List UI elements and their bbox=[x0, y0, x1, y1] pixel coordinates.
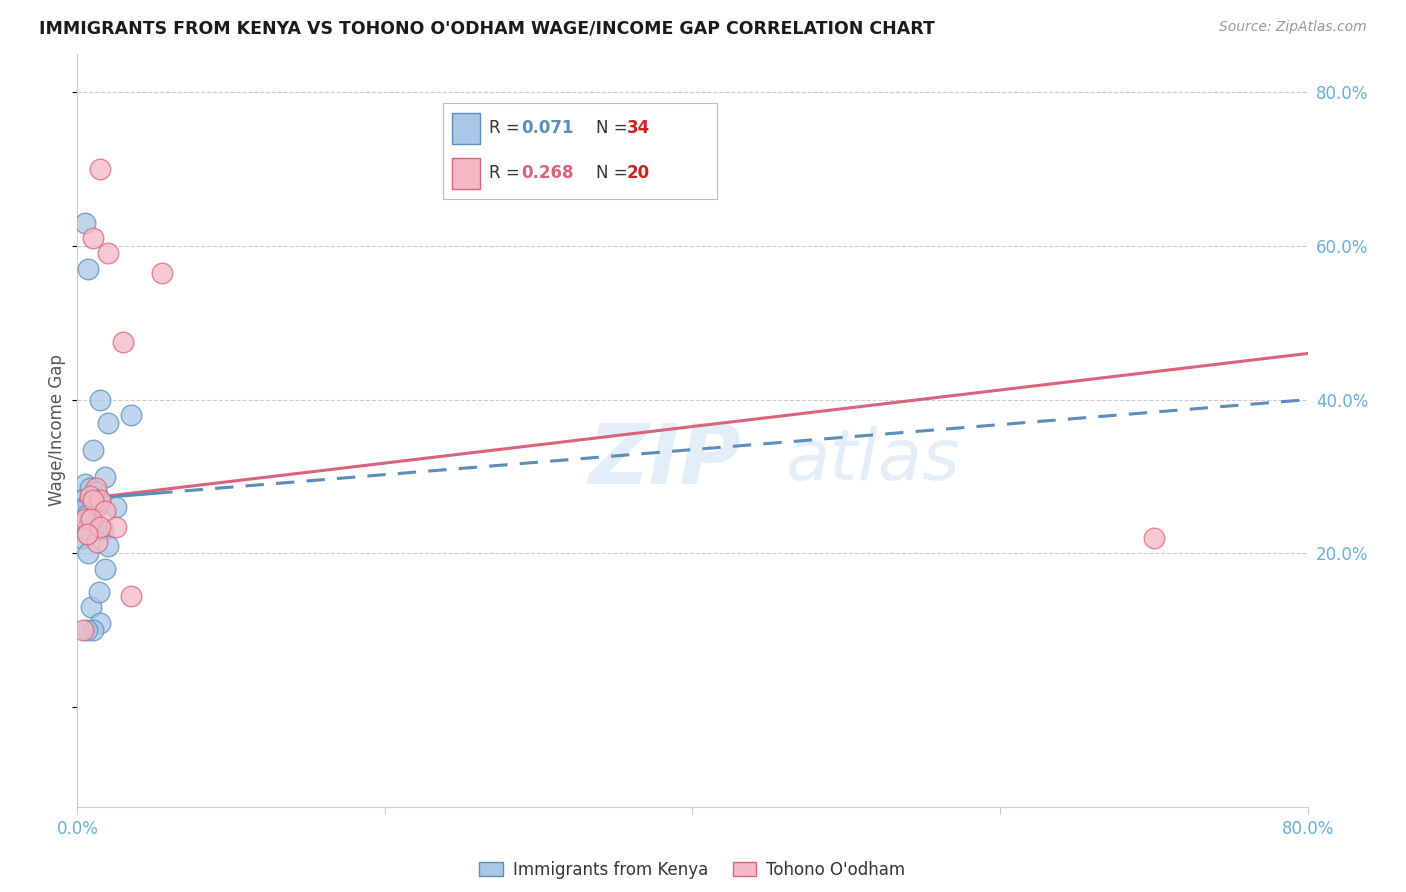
Point bbox=[72, 516, 94, 530]
Point bbox=[104, 519, 127, 533]
Point bbox=[82, 519, 104, 533]
Text: 0.071: 0.071 bbox=[522, 119, 574, 136]
Point bbox=[97, 416, 120, 430]
Point bbox=[76, 527, 98, 541]
Bar bbox=[453, 113, 479, 144]
Point bbox=[84, 481, 107, 495]
Text: IMMIGRANTS FROM KENYA VS TOHONO O'ODHAM WAGE/INCOME GAP CORRELATION CHART: IMMIGRANTS FROM KENYA VS TOHONO O'ODHAM … bbox=[39, 20, 935, 37]
Point bbox=[72, 624, 94, 638]
Point bbox=[89, 492, 111, 507]
Text: R =: R = bbox=[489, 164, 526, 182]
Point bbox=[79, 481, 101, 495]
Point bbox=[79, 489, 101, 503]
Point bbox=[89, 492, 111, 507]
Point bbox=[73, 512, 96, 526]
Point bbox=[73, 524, 96, 538]
Point bbox=[80, 600, 103, 615]
Point bbox=[86, 535, 108, 549]
Point bbox=[83, 500, 105, 515]
Text: N =: N = bbox=[596, 119, 633, 136]
Point bbox=[1143, 531, 1166, 545]
Point bbox=[70, 492, 93, 507]
Point bbox=[87, 585, 110, 599]
Point bbox=[73, 477, 96, 491]
Point bbox=[112, 334, 135, 349]
Point bbox=[70, 531, 93, 545]
Point bbox=[77, 546, 100, 560]
Point bbox=[104, 500, 127, 515]
Point bbox=[79, 516, 101, 530]
Point bbox=[97, 539, 120, 553]
Point bbox=[77, 261, 100, 276]
Point bbox=[89, 519, 111, 533]
Point bbox=[89, 392, 111, 407]
Point bbox=[120, 589, 142, 603]
Point bbox=[97, 246, 120, 260]
Point bbox=[77, 496, 100, 510]
Point bbox=[80, 496, 103, 510]
Point bbox=[84, 484, 107, 499]
Point bbox=[76, 624, 98, 638]
Point bbox=[69, 504, 91, 518]
Point bbox=[94, 562, 117, 576]
Point bbox=[93, 524, 115, 538]
Text: 20: 20 bbox=[627, 164, 650, 182]
Point bbox=[94, 469, 117, 483]
Point bbox=[89, 161, 111, 176]
Bar bbox=[453, 159, 479, 189]
Point bbox=[86, 500, 108, 515]
Text: Source: ZipAtlas.com: Source: ZipAtlas.com bbox=[1219, 20, 1367, 34]
Point bbox=[77, 527, 100, 541]
Point bbox=[76, 508, 98, 522]
Point bbox=[82, 442, 104, 457]
Text: ZIP: ZIP bbox=[588, 420, 741, 501]
Legend: Immigrants from Kenya, Tohono O'odham: Immigrants from Kenya, Tohono O'odham bbox=[472, 855, 912, 886]
Point bbox=[82, 624, 104, 638]
Text: R =: R = bbox=[489, 119, 526, 136]
Point bbox=[84, 484, 107, 499]
Text: 0.268: 0.268 bbox=[522, 164, 574, 182]
Point bbox=[73, 216, 96, 230]
Text: atlas: atlas bbox=[785, 426, 959, 495]
Text: 34: 34 bbox=[627, 119, 650, 136]
Point bbox=[82, 231, 104, 245]
Text: N =: N = bbox=[596, 164, 633, 182]
Point bbox=[82, 492, 104, 507]
Point bbox=[94, 504, 117, 518]
Point bbox=[89, 615, 111, 630]
Point bbox=[80, 512, 103, 526]
Point bbox=[150, 266, 173, 280]
Y-axis label: Wage/Income Gap: Wage/Income Gap bbox=[48, 354, 66, 507]
Point bbox=[120, 408, 142, 422]
